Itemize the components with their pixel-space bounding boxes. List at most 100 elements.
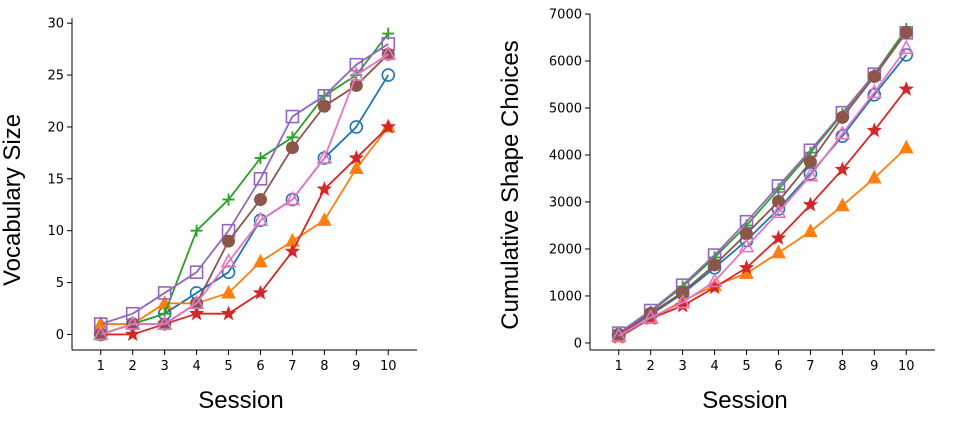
series-red-star-point xyxy=(284,243,301,258)
x-tick-label: 7 xyxy=(288,359,296,374)
series-pink-triangle-point xyxy=(188,294,205,310)
series-brown-dot-point xyxy=(285,141,299,155)
x-tick-label: 10 xyxy=(898,359,915,374)
series-red-star-point xyxy=(834,161,851,177)
series-red-star-point xyxy=(738,259,755,275)
series-pink-triangle-point xyxy=(610,327,627,342)
series-brown-dot-point xyxy=(676,285,690,299)
series-purple-square-point xyxy=(771,179,786,193)
y-tick-label: 0 xyxy=(574,336,582,351)
series-orange-triangle-point xyxy=(866,169,882,184)
series-red-star-point xyxy=(380,118,396,134)
series-red-star-point xyxy=(124,326,141,341)
x-tick-label: 1 xyxy=(97,359,105,374)
x-tick-label: 5 xyxy=(742,359,750,374)
x-tick-label: 8 xyxy=(838,359,846,374)
series-brown-dot-point xyxy=(803,155,817,169)
series-pink-triangle-point xyxy=(706,272,723,288)
series-purple-square-point xyxy=(285,109,300,124)
series-brown-dot-point xyxy=(317,99,331,113)
series-green-plus-line xyxy=(100,33,389,336)
series-pink-triangle-point xyxy=(770,203,787,219)
x-tick-label: 7 xyxy=(806,359,814,374)
x-axis-title: Session xyxy=(702,387,787,414)
series-purple-square-point xyxy=(157,286,172,300)
series-orange-triangle xyxy=(93,118,396,330)
series-pink-triangle-point xyxy=(252,211,269,227)
series-orange-triangle-point xyxy=(317,212,332,226)
series-pink-triangle-point xyxy=(316,149,333,164)
series-green-plus-point xyxy=(190,224,203,237)
cumulative-shape-choices-chart: 0 1000 2000 3000 4000 5000 6000 7000 1 2 3 4 5 6 7 8 9 10… xyxy=(497,8,935,414)
series-brown-dot-point xyxy=(253,193,267,207)
y-tick-label: 2000 xyxy=(549,242,582,257)
series-pink-triangle-point xyxy=(220,253,237,268)
series-brown-dot-point xyxy=(835,110,849,124)
series-pink-triangle-point xyxy=(738,237,755,253)
x-tick-label: 9 xyxy=(870,359,878,374)
series-blue-circle-point xyxy=(867,88,882,102)
x-axis-title: Session xyxy=(198,387,283,414)
y-tick-label: 7000 xyxy=(549,8,582,23)
x-tick-label: 4 xyxy=(710,359,718,374)
series-orange-triangle-point xyxy=(253,253,268,268)
series-brown-dot-point xyxy=(771,195,785,209)
x-tick-label: 8 xyxy=(320,359,328,374)
x-tick-label: 2 xyxy=(129,359,137,374)
series-red-star-point xyxy=(348,149,365,165)
series-pink-triangle-point xyxy=(866,83,883,99)
series-red-star-point xyxy=(770,230,787,245)
series-red-star-point xyxy=(252,284,269,300)
series-orange-triangle-point xyxy=(803,223,818,238)
series-pink-triangle-point xyxy=(92,325,109,341)
y-tick-label: 3000 xyxy=(549,195,582,210)
series-red-star-line xyxy=(100,126,389,336)
y-tick-label: 4000 xyxy=(549,148,582,163)
series-orange-triangle-line xyxy=(618,147,907,338)
series-blue-circle-point xyxy=(381,68,396,82)
series-red-star-point xyxy=(866,122,883,138)
y-axis-title: Cumulative Shape Choices xyxy=(497,40,524,330)
x-tick-label: 6 xyxy=(774,359,782,374)
series-red-star-point xyxy=(316,181,333,196)
series-pink-triangle-line xyxy=(100,53,389,336)
series-pink-triangle-point xyxy=(156,315,173,330)
x-tick-label: 5 xyxy=(224,359,232,374)
series-pink-triangle-point xyxy=(348,66,365,81)
series-orange-triangle-line xyxy=(100,126,389,325)
series-pink-triangle-point xyxy=(674,293,691,309)
y-tick-label: 0 xyxy=(56,328,64,343)
x-tick-label: 10 xyxy=(380,359,397,374)
y-tick-label: 20 xyxy=(47,120,64,135)
y-tick-label: 10 xyxy=(47,224,64,239)
x-tick-label: 9 xyxy=(352,359,360,374)
series-green-plus-point xyxy=(222,193,235,206)
series-green-plus-line xyxy=(618,28,907,335)
y-tick-label: 15 xyxy=(47,172,64,187)
series-pink-triangle xyxy=(610,39,915,342)
x-tick-label: 6 xyxy=(256,359,264,374)
y-tick-label: 5000 xyxy=(549,101,582,116)
series-brown-dot-point xyxy=(867,70,881,84)
series-orange-triangle-point xyxy=(835,197,850,212)
series-orange-triangle-point xyxy=(348,160,364,174)
x-tick-label: 3 xyxy=(160,359,168,374)
series-pink-triangle-point xyxy=(284,190,301,206)
series-red-star-line xyxy=(618,88,907,339)
series-purple-square-line xyxy=(100,43,389,325)
series-pink-triangle-point xyxy=(642,308,659,324)
series-blue-circle-point xyxy=(349,120,364,134)
series-pink-triangle-point xyxy=(802,166,819,182)
series-red-star-point xyxy=(220,305,237,321)
x-tick-label: 1 xyxy=(615,359,623,374)
series-purple-square-point xyxy=(189,265,204,279)
series-orange-triangle-point xyxy=(771,244,786,259)
series-brown-dot-point xyxy=(899,25,913,39)
series-red-star-point xyxy=(898,81,914,96)
series-pink-triangle-line xyxy=(618,47,907,337)
series-blue-circle-point xyxy=(835,129,850,143)
x-tick-label: 2 xyxy=(647,359,655,374)
x-tick-label: 4 xyxy=(192,359,200,374)
